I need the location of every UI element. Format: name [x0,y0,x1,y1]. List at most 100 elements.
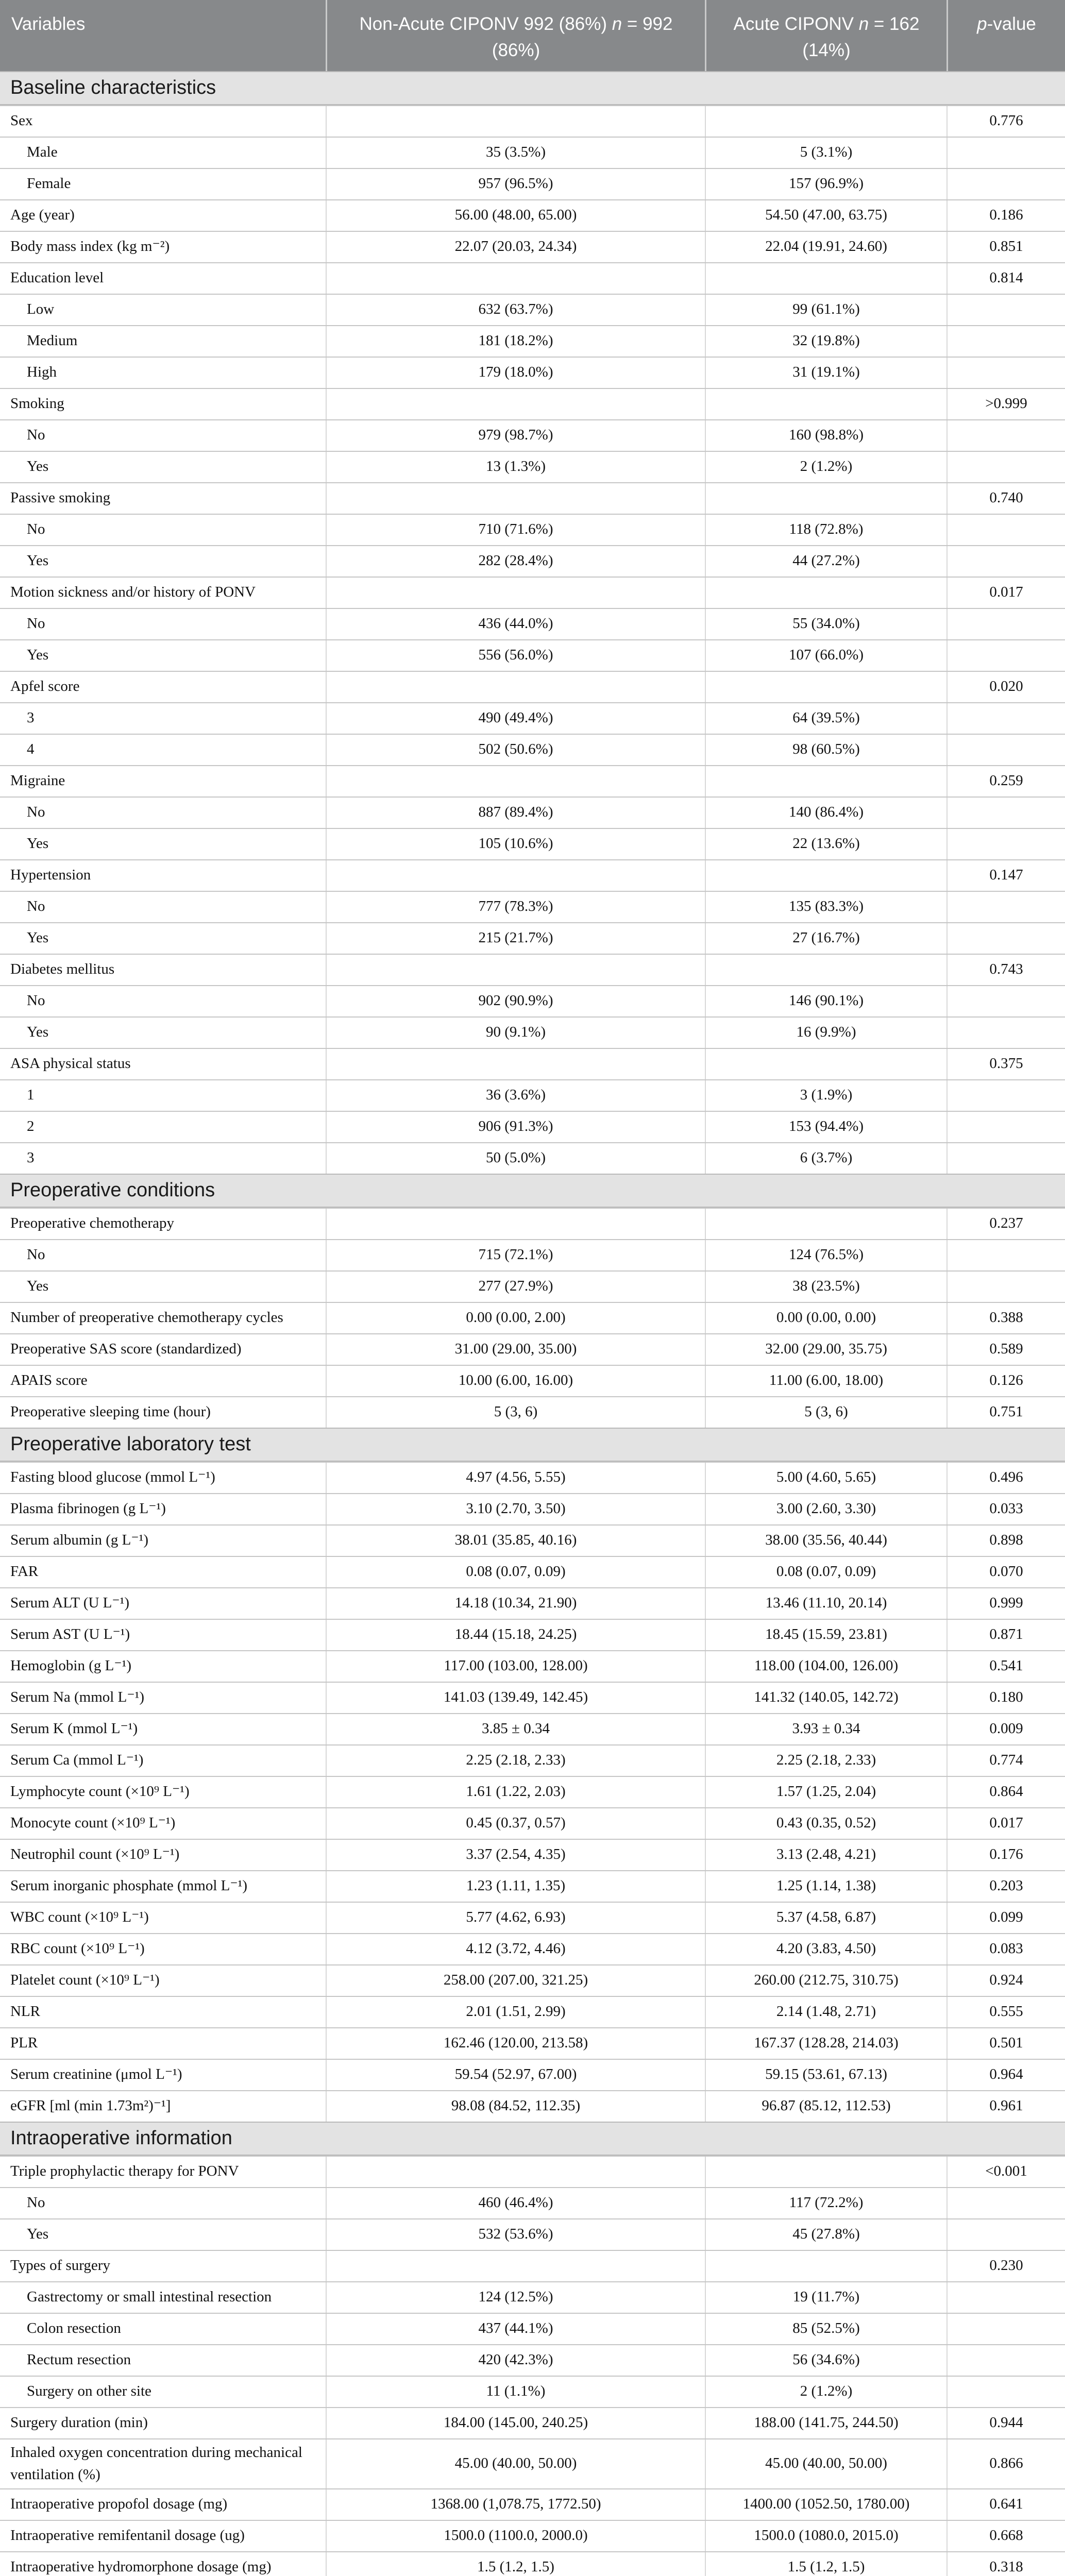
p-value-cell: 0.751 [946,1397,1065,1428]
acute-value-cell: 1400.00 (1052.50, 1780.00) [705,2489,946,2520]
p-value-cell: 0.318 [946,2552,1065,2576]
acute-value-cell: 140 (86.4%) [705,797,946,828]
acute-value-cell [705,671,946,702]
non-acute-value-cell: 11 (1.1%) [326,2376,705,2407]
acute-value-cell: 124 (76.5%) [705,1240,946,1270]
table-row: No 436 (44.0%) 55 (34.0%) [0,607,1065,639]
non-acute-value-cell: 4.12 (3.72, 4.46) [326,1934,705,1964]
acute-value-cell: 2.14 (1.48, 2.71) [705,1996,946,2027]
table-row: Fasting blood glucose (mmol L⁻¹) 4.97 (4.… [0,1461,1065,1493]
p-value-cell: 0.020 [946,671,1065,702]
acute-value-cell: 118 (72.8%) [705,514,946,545]
non-acute-value-cell: 957 (96.5%) [326,168,705,199]
p-value-cell: 0.851 [946,231,1065,262]
acute-value-cell: 4.20 (3.83, 4.50) [705,1934,946,1964]
row-label: Smoking [10,395,64,412]
acute-value-cell: 31 (19.1%) [705,357,946,388]
acute-value-cell: 3.13 (2.48, 4.21) [705,1839,946,1870]
acute-value-cell: 1500.0 (1080.0, 2015.0) [705,2520,946,2551]
table-row: Yes 532 (53.6%) 45 (27.8%) [0,2218,1065,2250]
p-value-cell: <0.001 [946,2156,1065,2187]
acute-value-cell: 107 (66.0%) [705,640,946,671]
table-row: Serum creatinine (μmol L⁻¹) 59.54 (52.97,… [0,2058,1065,2090]
acute-value-cell: 5.00 (4.60, 5.65) [705,1462,946,1493]
row-label: NLR [10,2003,40,2020]
acute-value-cell: 11.00 (6.00, 18.00) [705,1365,946,1396]
table-row: Serum K (mmol L⁻¹) 3.85 ± 0.34 3.93 ± 0.34… [0,1713,1065,1744]
p-value-cell: 0.180 [946,1682,1065,1713]
row-label: Inhaled oxygen concentration during mech… [10,2444,302,2483]
acute-value-cell: 0.08 (0.07, 0.09) [705,1556,946,1587]
p-value-cell [946,640,1065,671]
non-acute-value-cell [326,388,705,419]
table-row: Colon resection 437 (44.1%) 85 (52.5%) [0,2312,1065,2344]
non-acute-value-cell [326,263,705,294]
acute-value-cell: 98 (60.5%) [705,734,946,765]
non-acute-value-cell [326,106,705,137]
acute-value-cell [705,1208,946,1239]
row-label: Yes [27,929,49,946]
non-acute-value-cell: 0.08 (0.07, 0.09) [326,1556,705,1587]
row-label: Yes [27,2226,49,2243]
table-row: Serum albumin (g L⁻¹) 38.01 (35.85, 40.16… [0,1524,1065,1556]
acute-value-cell: 188.00 (141.75, 244.50) [705,2408,946,2438]
row-label: Yes [27,1024,49,1041]
row-label: Serum K (mmol L⁻¹) [10,1720,138,1737]
p-value-cell [946,326,1065,357]
row-label: PLR [10,2035,38,2052]
non-acute-value-cell: 1.61 (1.22, 2.03) [326,1776,705,1807]
acute-value-cell: 55 (34.0%) [705,608,946,639]
non-acute-value-cell [326,483,705,514]
column-header-p-value: p-value [946,0,1065,71]
p-value-cell [946,797,1065,828]
non-acute-value-cell: 3.37 (2.54, 4.35) [326,1839,705,1870]
non-acute-value-cell: 59.54 (52.97, 67.00) [326,2059,705,2090]
non-acute-value-cell: 124 (12.5%) [326,2282,705,2313]
acute-value-cell: 260.00 (212.75, 310.75) [705,1965,946,1996]
table-row: PLR 162.46 (120.00, 213.58) 167.37 (128.28… [0,2027,1065,2059]
non-acute-value-cell: 117.00 (103.00, 128.00) [326,1651,705,1682]
acute-value-cell: 32 (19.8%) [705,326,946,357]
p-value-cell: 0.668 [946,2520,1065,2551]
row-label: Serum AST (U L⁻¹) [10,1626,130,1643]
acute-value-cell: 38 (23.5%) [705,1271,946,1302]
non-acute-value-cell [326,954,705,985]
non-acute-value-cell [326,766,705,796]
p-value-cell [946,2282,1065,2313]
p-value-cell: 0.375 [946,1048,1065,1079]
acute-value-cell [705,483,946,514]
table-row: Yes 215 (21.7%) 27 (16.7%) [0,922,1065,954]
p-value-cell [946,451,1065,482]
acute-value-cell: 44 (27.2%) [705,546,946,577]
acute-value-cell: 56 (34.6%) [705,2345,946,2376]
table-row: 1 36 (3.6%) 3 (1.9%) [0,1079,1065,1111]
acute-value-cell: 117 (72.2%) [705,2188,946,2218]
p-value-cell [946,1271,1065,1302]
row-label: Rectum resection [27,2351,131,2368]
row-label: Medium [27,332,78,349]
p-value-cell: 0.070 [946,1556,1065,1587]
row-label: Triple prophylactic therapy for PONV [10,2163,239,2180]
p-value-cell: 0.864 [946,1776,1065,1807]
non-acute-value-cell: 45.00 (40.00, 50.00) [326,2439,705,2488]
p-value-cell: 0.259 [946,766,1065,796]
p-value-cell: 0.033 [946,1494,1065,1524]
non-acute-value-cell: 979 (98.7%) [326,420,705,451]
table-row: Smoking >0.999 [0,387,1065,419]
row-label: Colon resection [27,2320,121,2337]
column-header-label: Non-Acute CIPONV 992 (86%) n = 992 (86%) [359,14,673,60]
row-label: High [27,364,57,381]
acute-value-cell [705,766,946,796]
table-row: NLR 2.01 (1.51, 2.99) 2.14 (1.48, 2.71) 0.5… [0,1995,1065,2027]
non-acute-value-cell: 141.03 (139.49, 142.45) [326,1682,705,1713]
table-row: WBC count (×10⁹ L⁻¹) 5.77 (4.62, 6.93) 5.3… [0,1901,1065,1933]
row-label: Serum albumin (g L⁻¹) [10,1532,149,1549]
table-row: Yes 13 (1.3%) 2 (1.2%) [0,450,1065,482]
row-label: Preoperative sleeping time (hour) [10,1403,211,1420]
non-acute-value-cell: 56.00 (48.00, 65.00) [326,200,705,231]
table-row: Gastrectomy or small intestinal resectio… [0,2281,1065,2313]
p-value-cell: 0.774 [946,1745,1065,1776]
acute-value-cell: 19 (11.7%) [705,2282,946,2313]
non-acute-value-cell: 887 (89.4%) [326,797,705,828]
